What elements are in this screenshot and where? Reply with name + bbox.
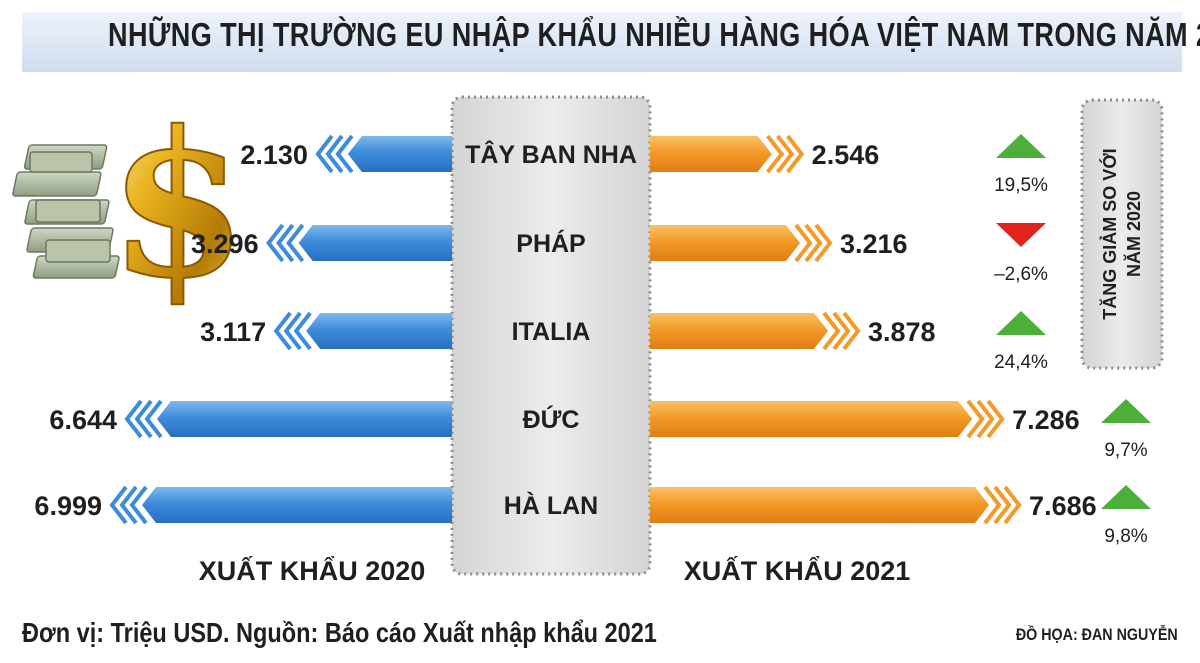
bar-2021-chevron <box>983 485 1002 525</box>
arrow-up-icon <box>996 134 1046 158</box>
bar-2021-chevron <box>986 399 1005 439</box>
value-2021-label: 7.686 <box>1029 491 1097 521</box>
arrow-up-icon <box>996 311 1046 335</box>
bar-2021-chevron <box>804 223 823 263</box>
bar-2021-chevron <box>814 223 833 263</box>
value-2021-label: 2.546 <box>812 140 880 170</box>
bar-2021-1 <box>650 225 801 261</box>
country-label: HÀ LAN <box>504 491 598 520</box>
bar-2020-chevron <box>286 223 305 263</box>
change-percent-label: 24,4% <box>994 352 1048 373</box>
arrow-up-icon <box>1101 485 1151 509</box>
bar-2020-chevron <box>119 485 138 525</box>
arrow-down-icon <box>996 223 1046 247</box>
bar-2021-chevron <box>776 134 795 174</box>
bar-2021-2 <box>650 313 829 349</box>
bar-2021-chevron <box>786 134 805 174</box>
money-dollar-icon: $ <box>12 87 249 324</box>
bar-2020-chevron <box>315 134 334 174</box>
value-2020-label: 3.117 <box>200 317 266 347</box>
bar-2020-chevron <box>273 311 292 351</box>
legend-2020: XUẤT KHẨU 2020 <box>199 555 426 586</box>
country-panel <box>450 95 652 576</box>
change-panel-label-line: NĂM 2020 <box>1123 191 1144 277</box>
bar-2020-chevron <box>276 223 295 263</box>
change-panel-label-line: TĂNG GIẢM SO VỚI <box>1099 148 1120 319</box>
bar-2020-chevron <box>109 485 128 525</box>
bar-2020-chevron <box>266 223 285 263</box>
bar-2020-chevron <box>144 399 163 439</box>
change-panel <box>1080 98 1164 370</box>
bar-2020-3 <box>157 401 452 437</box>
bar-2020-0 <box>347 136 452 172</box>
bar-2020-2 <box>306 313 452 349</box>
value-2020-label: 6.644 <box>49 405 117 435</box>
change-panel-label: TĂNG GIẢM SO VỚI NĂM 2020 <box>1099 148 1144 319</box>
svg-text:$: $ <box>108 88 247 323</box>
bar-2020-chevron <box>134 399 153 439</box>
bar-2020-chevron <box>335 134 354 174</box>
bar-2021-chevron <box>1003 485 1022 525</box>
bar-2021-chevron <box>766 134 785 174</box>
bar-2020-chevron <box>325 134 344 174</box>
value-2021-label: 7.286 <box>1012 405 1080 435</box>
bar-2020-4 <box>142 487 452 523</box>
country-label: TÂY BAN NHA <box>465 139 637 169</box>
country-label: PHÁP <box>516 229 585 258</box>
change-percent-label: 9,7% <box>1104 440 1147 461</box>
country-label: ĐỨC <box>523 404 580 434</box>
change-percent-label: –2,6% <box>994 264 1048 285</box>
bar-2021-3 <box>650 401 973 437</box>
bar-2020-chevron <box>129 485 148 525</box>
chart-title: NHỮNG THỊ TRƯỜNG EU NHẬP KHẨU NHIỀU HÀNG… <box>108 16 1200 53</box>
value-2020-label: 3.296 <box>191 229 259 259</box>
bar-2021-chevron <box>832 311 851 351</box>
country-label: ITALIA <box>512 318 591 346</box>
value-2020-label: 6.999 <box>34 491 102 521</box>
bar-2021-0 <box>650 136 772 172</box>
value-2021-label: 3.216 <box>840 229 908 259</box>
bar-2020-chevron <box>293 311 312 351</box>
bar-2020-chevron <box>283 311 302 351</box>
bar-2021-chevron <box>794 223 813 263</box>
bar-2021-chevron <box>976 399 995 439</box>
bar-2021-chevron <box>822 311 841 351</box>
bar-2021-chevron <box>966 399 985 439</box>
bar-2021-chevron <box>842 311 861 351</box>
bar-2021-4 <box>650 487 990 523</box>
legend-2021: XUẤT KHẨU 2021 <box>684 555 911 586</box>
bar-2020-chevron <box>124 399 143 439</box>
title-band <box>22 12 1182 72</box>
bar-2020-1 <box>298 225 452 261</box>
change-percent-label: 9,8% <box>1104 526 1147 547</box>
change-percent-label: 19,5% <box>994 175 1048 196</box>
value-2021-label: 3.878 <box>868 317 936 347</box>
value-2020-label: 2.130 <box>240 140 308 170</box>
bar-2021-chevron <box>993 485 1012 525</box>
arrow-up-icon <box>1101 399 1151 423</box>
source-note: Đơn vị: Triệu USD. Nguồn: Báo cáo Xuất n… <box>22 617 657 648</box>
graphic-credit: ĐỒ HỌA: ĐAN NGUYỄN <box>1016 625 1178 644</box>
